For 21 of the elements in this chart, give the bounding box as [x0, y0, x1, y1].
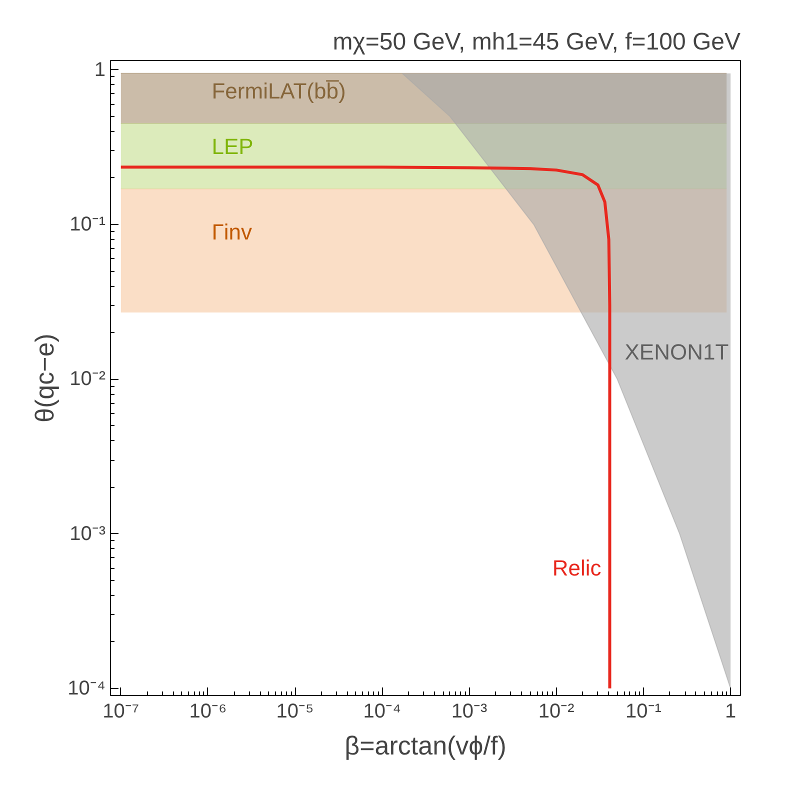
chart-title: mχ=50 GeV, mh1=45 GeV, f=100 GeV [332, 28, 740, 56]
y-tick-label: 10⁻⁴ [68, 677, 106, 700]
y-tick-label: 10⁻¹ [70, 214, 106, 236]
series-label: XENON1T [624, 339, 729, 364]
y-tick-label: 10⁻³ [70, 522, 106, 545]
x-tick-label: 10⁻⁴ [363, 700, 402, 722]
x-tick-label: 10⁻⁶ [189, 700, 227, 722]
series-label: LEP [212, 134, 254, 159]
x-tick-label: 10⁻² [538, 700, 575, 722]
x-tick-label: 10⁻⁷ [102, 700, 140, 722]
series-label: Relic [552, 556, 602, 581]
y-axis-title: θ(qc−e) [30, 334, 60, 422]
x-tick-label: 1 [725, 700, 736, 722]
x-tick-label: 10⁻¹ [626, 700, 662, 722]
series-label: Γinv [212, 220, 252, 245]
y-tick-label: 1 [94, 58, 106, 81]
x-axis-title: β=arctan(vϕ/f) [344, 730, 506, 760]
x-tick-label: 10⁻³ [451, 700, 488, 722]
series-label: FermiLAT(bb̅) [212, 78, 346, 104]
x-tick-label: 10⁻⁵ [276, 700, 314, 722]
y-tick-label: 10⁻² [70, 368, 106, 390]
